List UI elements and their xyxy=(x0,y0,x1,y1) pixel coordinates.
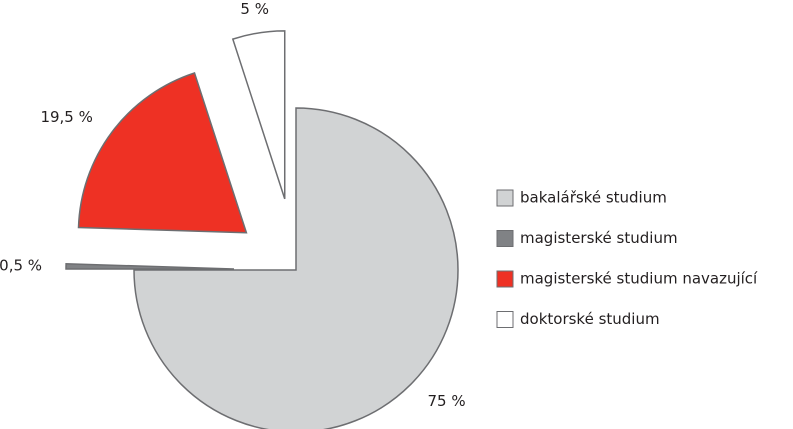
data-label: 75 % xyxy=(428,392,466,410)
data-label: 5 % xyxy=(240,0,269,18)
pie-slice xyxy=(77,72,248,234)
data-label: 19,5 % xyxy=(40,108,92,126)
legend-label: doktorské studium xyxy=(520,310,660,328)
legend-label: magisterské studium navazující xyxy=(520,270,758,288)
legend-swatch xyxy=(496,311,514,328)
data-label: 0,5 % xyxy=(0,257,42,275)
pie-slice xyxy=(133,107,459,429)
legend-swatch xyxy=(496,230,514,247)
legend-swatch xyxy=(496,270,514,288)
pie-slice xyxy=(231,30,286,200)
legend-label: bakalářské studium xyxy=(520,189,667,207)
pie-slice xyxy=(65,262,235,270)
legend-swatch xyxy=(496,189,514,207)
legend-label: magisterské studium xyxy=(520,229,678,247)
